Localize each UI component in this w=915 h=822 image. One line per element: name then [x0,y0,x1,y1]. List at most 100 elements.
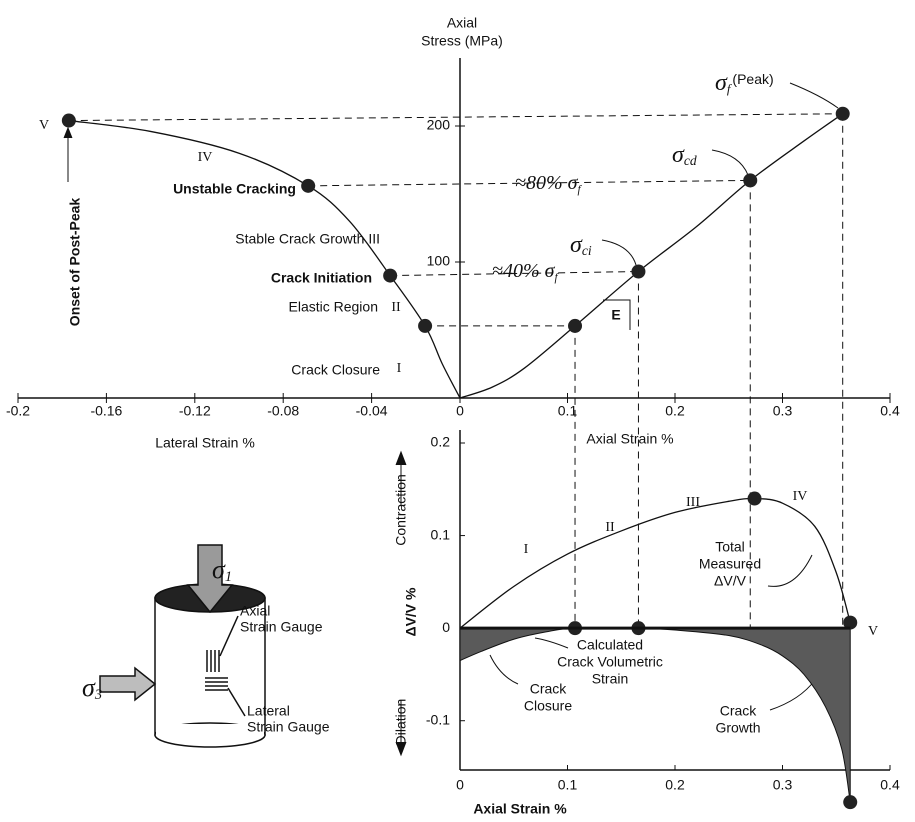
leader-line [535,638,568,648]
annotation: ΔV/V % [403,587,419,637]
data-point [743,173,757,187]
annotation: σ1 [212,555,232,585]
x-tick-label: 0.4 [880,777,900,793]
subscript: cd [684,153,697,168]
x-tick-label: 0 [456,777,464,793]
x-tick-label: -0.08 [267,403,299,419]
annotation: Dilation [393,699,409,746]
annotation: Closure [524,698,572,714]
x-axis-label: Axial Strain % [473,801,567,817]
annotation: Calculated [577,637,643,653]
annotation: Crack Initiation [271,270,372,286]
specimen [100,545,265,747]
annotation: σ3 [82,673,102,703]
annotation: Strain Gauge [240,619,323,635]
volumetric-curve [460,498,850,628]
data-point [568,319,582,333]
leader-line [712,150,748,175]
guide-line [69,114,843,121]
leader-line [768,555,812,586]
x-tick-label: 0.1 [558,777,578,793]
arrow-head [396,452,406,465]
annotation: Crack Volumetric [557,654,663,670]
x-tick-label: -0.12 [179,403,211,419]
figure: -0.2-0.16-0.12-0.08-0.0400.10.20.30.4100… [0,0,915,822]
data-point [383,269,397,283]
annotation: Stable Crack Growth III [235,231,380,247]
annotation: IV [793,489,808,504]
annotation: Contraction [393,474,409,546]
annotation: ≈80% σf [515,172,583,196]
annotation: I [524,542,529,557]
data-point [836,107,850,121]
y-tick-label: 100 [427,253,451,269]
stress-strain-curve [69,121,460,398]
x-axis-label: Axial Strain % [586,431,673,447]
annotation: Crack [720,703,758,719]
subscript: ci [582,243,592,258]
x-tick-label: -0.2 [6,403,30,419]
annotation: V [39,118,49,133]
x-tick-label: 0.2 [665,403,685,419]
leader-line [602,240,636,265]
data-point [62,114,76,128]
leader-line [770,680,815,710]
y-tick-label: 0.1 [431,526,451,542]
subscript: f [555,272,560,284]
lateral-load-arrow [100,668,155,700]
annotation: Unstable Cracking [173,181,296,197]
annotation: Total [715,539,745,555]
annotation: I [397,361,402,376]
annotation: IV [198,150,213,165]
y-tick-label: -0.1 [426,711,450,727]
y-tick-label: 0.2 [431,434,451,450]
subscript: 3 [94,687,102,703]
annotation: II [605,520,615,535]
x-tick-label: 0.3 [773,403,793,419]
annotation: II [391,300,401,315]
y-axis-label: Stress (MPa) [421,33,503,49]
y-tick-label: 200 [427,117,451,133]
annotation: σci [570,232,592,259]
symbol: ≈40% σ [492,260,556,282]
annotation: Elastic Region [289,299,379,315]
annotation: Measured [699,556,761,572]
data-point [631,265,645,279]
annotation: Onset of Post-Peak [67,198,83,327]
annotation: Growth [715,720,760,736]
annotation: σf(Peak) [715,70,774,96]
x-tick-label: 0 [456,403,464,419]
annotation: Strain [592,671,629,687]
x-tick-label: 0.4 [880,403,900,419]
annotation: Crack Closure [291,362,380,378]
subscript: 1 [225,569,232,585]
x-axis-label: Lateral Strain % [155,435,255,451]
data-point [301,179,315,193]
data-point [748,492,762,506]
x-tick-label: -0.16 [90,403,122,419]
suffix: (Peak) [732,71,773,87]
annotation: Lateral [247,703,290,719]
annotation: V [868,624,878,639]
annotation: Strain Gauge [247,719,330,735]
x-tick-label: 0.2 [665,777,685,793]
y-axis-label: Axial [447,15,477,31]
annotation: III [686,495,700,510]
annotation: E [611,307,620,323]
y-tick-label: 0 [442,619,450,635]
data-point [843,795,857,809]
annotation: Crack [530,681,568,697]
annotation: Axial [240,603,270,619]
x-tick-label: -0.04 [356,403,388,419]
annotation: σcd [672,142,697,169]
annotation: ΔV/V [714,573,747,589]
annotation: ≈40% σf [492,260,560,284]
stress-strain-curve [460,114,843,398]
leader-line [790,83,838,108]
arrow-head [64,128,72,138]
x-tick-label: 0.3 [773,777,793,793]
leader-line [490,655,518,684]
data-point [418,319,432,333]
symbol: ≈80% σ [515,172,579,194]
x-tick-label: 0.1 [558,403,578,419]
